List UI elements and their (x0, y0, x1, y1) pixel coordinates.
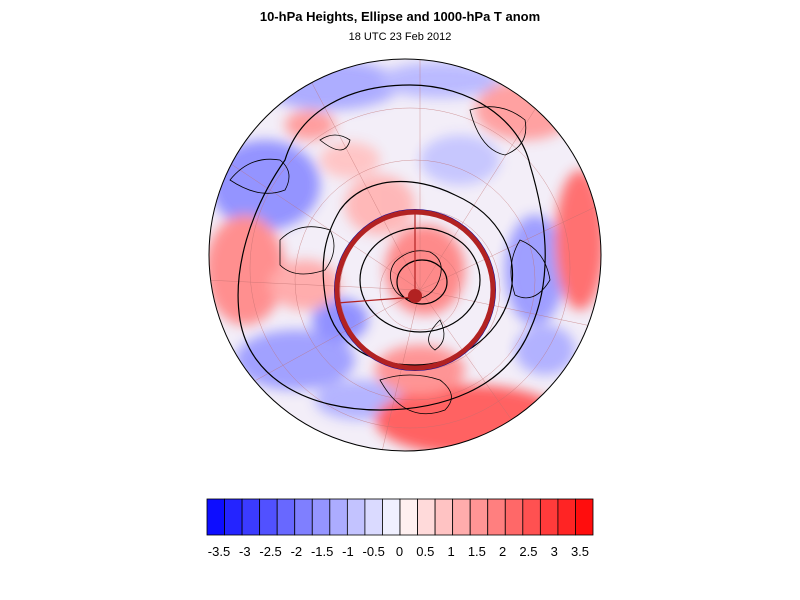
colorbar-tick-label: -1.5 (311, 544, 333, 559)
colorbar-box (382, 498, 401, 536)
colorbar-tick-label: 2.5 (519, 544, 537, 559)
colorbar-labels: -3.5 -3 -2.5 -2 -1.5 -1 -0.5 0 0.5 1 1.5 2 2.5 3 3.5 (208, 544, 589, 559)
colorbar-box (206, 498, 225, 536)
map-boundary (208, 58, 602, 452)
colorbar-box (504, 498, 524, 536)
colorbar-box (557, 498, 576, 536)
colorbar-tick-label: -2.5 (259, 544, 281, 559)
colorbar-tick-label: 1 (447, 544, 454, 559)
colorbar-box (311, 498, 331, 536)
map-title: 10-hPa Heights, Ellipse and 1000-hPa T a… (259, 9, 541, 24)
map-subtitle: 18 UTC 23 Feb 2012 (348, 31, 452, 43)
colorbar-box (259, 498, 278, 536)
colorbar-tick-label: 3.5 (571, 544, 589, 559)
colorbar-tick-label: 2 (499, 544, 506, 559)
colorbar-box (399, 498, 418, 536)
colorbar-tick-label: -0.5 (363, 544, 385, 559)
colorbar-box (276, 498, 296, 536)
colorbar-box (522, 498, 541, 536)
colorbar-box (346, 498, 366, 536)
vortex-ellipse (334, 209, 496, 371)
colorbar-tick-label: 0 (396, 544, 403, 559)
colorbar-box (452, 498, 471, 536)
colorbar-tick-label: -2 (291, 544, 303, 559)
colorbar-box (241, 498, 261, 536)
temperature-anomaly-field (209, 59, 601, 451)
colorbar-tick-label: -3 (239, 544, 251, 559)
colorbar-tick-label: 3 (551, 544, 558, 559)
colorbar-box (469, 498, 489, 536)
colorbar-box (539, 498, 559, 536)
height-contours (237, 84, 546, 411)
colorbar-box (487, 498, 506, 536)
colorbar-tick-label: -3.5 (208, 544, 230, 559)
colorbar-box (329, 498, 348, 536)
colorbar-box (434, 498, 454, 536)
colorbar-box (224, 498, 243, 536)
colorbar-tick-label: -1 (342, 544, 354, 559)
colorbar-box (364, 498, 383, 536)
colorbar-box (575, 498, 594, 536)
colorbar-box (294, 498, 313, 536)
graticule (209, 59, 601, 451)
polar-map (208, 58, 602, 452)
colorbar-boxes (206, 498, 594, 536)
colorbar-tick-label: 0.5 (416, 544, 434, 559)
colorbar-box (417, 498, 436, 536)
colorbar-tick-label: 1.5 (468, 544, 486, 559)
